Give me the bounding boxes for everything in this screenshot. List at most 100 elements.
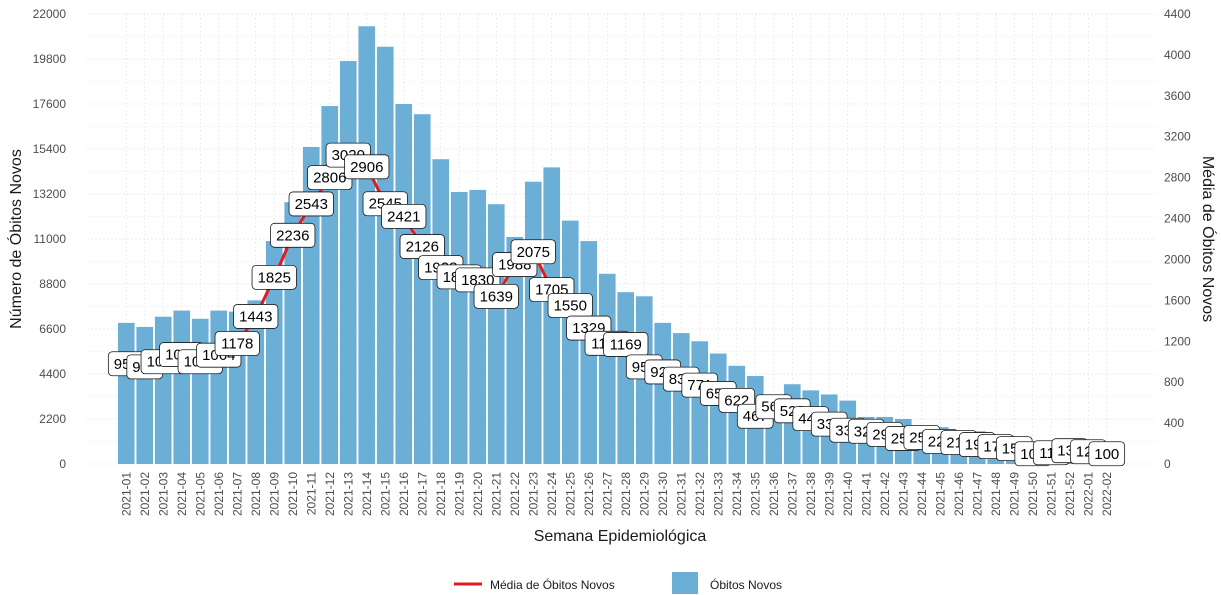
x-tick-label: 2021-23 xyxy=(526,472,540,516)
legend-label-obitos: Óbitos Novos xyxy=(710,577,782,592)
data-label-box xyxy=(1088,441,1126,467)
data-label-2021-12: 2806 xyxy=(307,165,353,191)
bar-2021-23 xyxy=(524,181,542,464)
x-tick-label: 2021-01 xyxy=(119,472,133,516)
x-tick-label: 2021-22 xyxy=(508,472,522,516)
x-tick-label: 2021-41 xyxy=(859,472,873,516)
bar-2021-20 xyxy=(469,189,487,464)
data-label-box xyxy=(381,203,427,229)
x-tick-label: 2021-45 xyxy=(933,472,947,516)
x-tick-label: 2021-05 xyxy=(193,472,207,516)
data-label-box xyxy=(288,191,334,217)
bar-2021-25 xyxy=(561,220,579,464)
x-tick-label: 2021-17 xyxy=(415,472,429,516)
y-tick-label: 8800 xyxy=(39,277,66,291)
bar-2021-30 xyxy=(654,322,672,464)
data-label-2021-07: 1178 xyxy=(214,331,260,356)
y2-axis-title: Média de Óbitos Novos xyxy=(1199,156,1218,322)
data-label-box xyxy=(233,304,279,329)
data-label-box xyxy=(473,283,519,309)
bar-2021-14 xyxy=(358,26,376,464)
x-tick-label: 2021-16 xyxy=(397,472,411,516)
y2-tick-label: 4000 xyxy=(1164,48,1191,62)
data-label-box xyxy=(251,264,297,290)
data-label-text: 2806 xyxy=(313,170,346,187)
x-axis-title: Semana Epidemiológica xyxy=(534,528,707,545)
x-tick-label: 2021-03 xyxy=(156,472,170,516)
y2-tick-label: 3200 xyxy=(1164,130,1191,144)
x-tick-label: 2021-24 xyxy=(545,472,559,516)
y-tick-label: 19800 xyxy=(33,52,67,66)
x-tick-label: 2021-02 xyxy=(138,472,152,516)
data-label-2021-28: 1169 xyxy=(603,332,649,357)
x-tick-label: 2021-33 xyxy=(711,472,725,516)
y-tick-label: 17600 xyxy=(33,97,67,111)
bar-2021-04 xyxy=(173,310,191,464)
x-tick-label: 2021-49 xyxy=(1007,472,1021,516)
x-tick-label: 2021-36 xyxy=(767,472,781,516)
y2-tick-label: 2400 xyxy=(1164,212,1191,226)
x-tick-label: 2021-19 xyxy=(452,472,466,516)
bar-2021-27 xyxy=(598,273,616,464)
data-label-text: 1178 xyxy=(221,336,253,353)
x-tick-label: 2021-21 xyxy=(489,472,503,516)
legend-label-media: Média de Óbitos Novos xyxy=(490,577,615,592)
data-label-box xyxy=(603,332,649,357)
data-label-text: 1169 xyxy=(610,336,642,353)
x-tick-label: 2021-34 xyxy=(730,472,744,516)
bar-2021-03 xyxy=(154,316,172,464)
y-tick-label: 15400 xyxy=(33,142,67,156)
data-label-2021-23: 2075 xyxy=(510,239,556,265)
data-label-2021-09: 1825 xyxy=(251,264,297,290)
data-label-text: 1550 xyxy=(554,297,587,314)
x-tick-label: 2021-13 xyxy=(341,472,355,516)
y2-tick-label: 800 xyxy=(1164,375,1184,389)
legend-bar-swatch xyxy=(672,572,698,594)
x-tick-label: 2021-14 xyxy=(360,472,374,516)
x-tick-label: 2021-50 xyxy=(1026,472,1040,516)
bar-2021-02 xyxy=(136,326,154,464)
x-tick-label: 2021-26 xyxy=(582,472,596,516)
x-tick-label: 2021-44 xyxy=(915,472,929,516)
y2-tick-label: 3600 xyxy=(1164,89,1191,103)
x-tick-label: 2021-35 xyxy=(748,472,762,516)
x-tick-label: 2021-07 xyxy=(230,472,244,516)
data-label-text: 2075 xyxy=(517,244,550,261)
x-tick-label: 2021-38 xyxy=(804,472,818,516)
y2-tick-label: 1600 xyxy=(1164,293,1191,307)
x-tick-label: 2021-37 xyxy=(785,472,799,516)
x-tick-label: 2021-11 xyxy=(304,472,318,515)
y-tick-label: 11000 xyxy=(34,232,67,246)
y-tick-label: 22000 xyxy=(33,7,67,21)
x-tick-label: 2021-28 xyxy=(619,472,633,516)
data-label-text: 1825 xyxy=(258,269,291,286)
data-label-2021-21: 1639 xyxy=(473,283,519,309)
data-label-box xyxy=(214,331,260,356)
data-label-text: 1443 xyxy=(239,308,272,325)
x-tick-label: 2021-06 xyxy=(212,472,226,516)
x-tick-label: 2021-15 xyxy=(378,472,392,516)
y-tick-label: 2200 xyxy=(39,412,66,426)
data-label-text: 2126 xyxy=(406,239,439,256)
bar-2021-01 xyxy=(117,322,135,464)
y-tick-label: 13200 xyxy=(33,187,67,201)
x-tick-label: 2021-40 xyxy=(841,472,855,516)
bar-2021-31 xyxy=(672,333,690,464)
data-label-2022-02: 100 xyxy=(1088,441,1126,467)
x-tick-label: 2021-47 xyxy=(970,472,984,516)
bar-series xyxy=(117,26,1116,465)
y-axis-title: Número de Óbitos Novos xyxy=(6,149,25,329)
data-label-text: 1639 xyxy=(480,288,513,305)
data-label-2021-25: 1550 xyxy=(547,293,593,318)
y2-tick-label: 1200 xyxy=(1164,334,1191,348)
x-tick-label: 2021-46 xyxy=(952,472,966,516)
data-label-text: 2421 xyxy=(387,208,420,225)
bar-2021-15 xyxy=(376,46,394,465)
y-tick-label: 6600 xyxy=(39,322,66,336)
bar-2021-05 xyxy=(191,318,209,464)
data-label-2021-11: 2543 xyxy=(288,191,334,217)
y2-tick-label: 2800 xyxy=(1164,171,1191,185)
x-tick-label: 2022-02 xyxy=(1100,472,1114,516)
data-label-box xyxy=(344,154,390,180)
